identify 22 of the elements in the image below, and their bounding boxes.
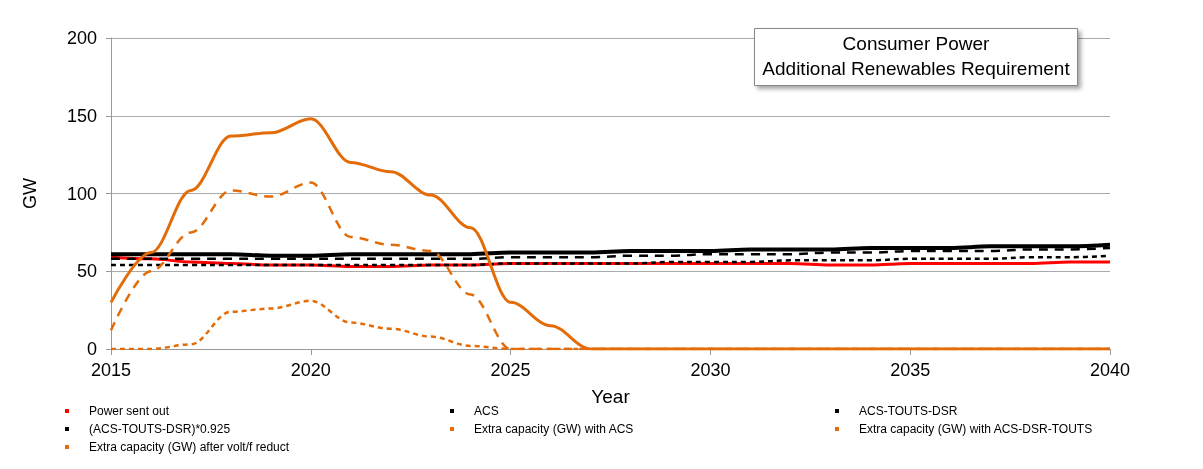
x-tick-label: 2025 bbox=[490, 360, 531, 380]
x-tick-label: 2030 bbox=[690, 360, 731, 380]
x-tick-label: 2040 bbox=[1089, 360, 1131, 380]
legend-label: (ACS-TOUTS-DSR)*0.925 bbox=[89, 422, 231, 436]
y-axis-title: GW bbox=[20, 178, 40, 209]
x-tick-label: 2035 bbox=[890, 360, 931, 380]
x-tick-label: 2015 bbox=[90, 360, 132, 380]
text: Additional Renewables Requirement bbox=[762, 58, 1071, 79]
legend-label: ACS-TOUTS-DSR bbox=[859, 404, 958, 418]
legend-label: Power sent out bbox=[89, 404, 170, 418]
x-tick-label: 2020 bbox=[290, 360, 331, 380]
legend-label: Extra capacity (GW) with ACS bbox=[474, 422, 634, 436]
y-tick-label: 150 bbox=[66, 105, 97, 126]
legend-label: Extra capacity (GW) with ACS-DSR-TOUTS bbox=[859, 422, 1093, 436]
y-tick-label: 100 bbox=[66, 183, 97, 204]
y-tick-label: 200 bbox=[66, 28, 97, 48]
x-axis-title: Year bbox=[591, 386, 631, 407]
legend-label: ACS bbox=[474, 404, 499, 418]
y-tick-label: 50 bbox=[76, 261, 97, 282]
chart-title: Consumer Power bbox=[842, 33, 991, 54]
legend-label: Extra capacity (GW) after volt/f reduct bbox=[89, 440, 290, 454]
y-tick-label: 0 bbox=[86, 339, 97, 359]
